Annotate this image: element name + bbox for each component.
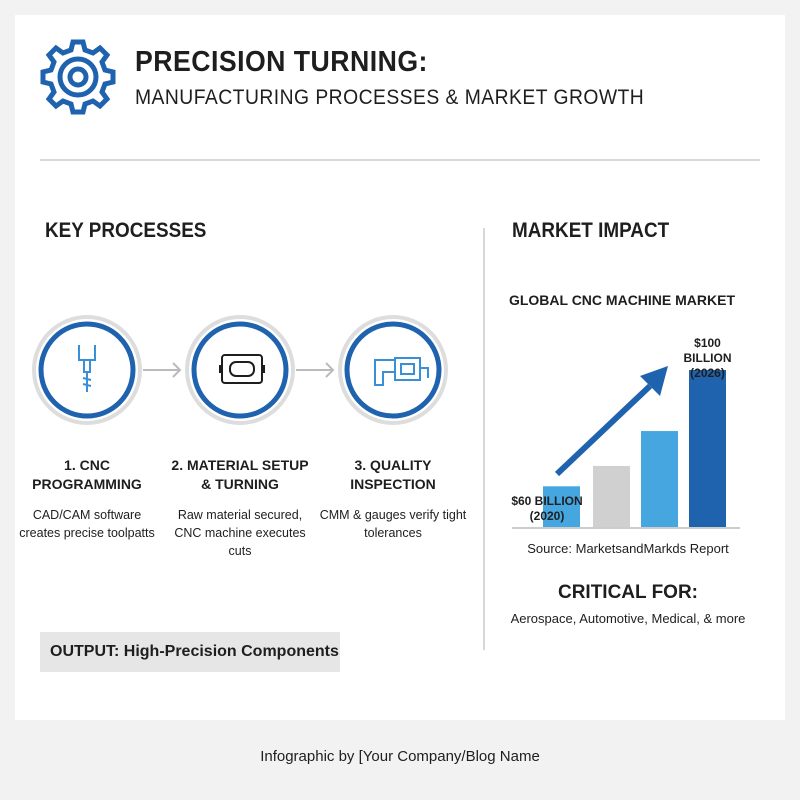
section-title: MARKET IMPACT xyxy=(512,219,670,242)
critical-text: Aerospace, Automotive, Medical, & more xyxy=(510,611,746,626)
source: Source: MarketsandMarkds Report xyxy=(527,541,729,556)
process-arrows xyxy=(143,362,335,378)
process-icons xyxy=(78,345,429,392)
critical-title: CRITICAL FOR: xyxy=(557,582,699,603)
step-description: Raw material secured, CNC machine execut… xyxy=(174,508,306,558)
step-label: 3. QUALITY INSPECTION xyxy=(350,457,436,492)
bar xyxy=(593,465,630,527)
subtitle: MANUFACTURING PROCESSES & MARKET GROWTH xyxy=(135,86,645,109)
growth-arrow xyxy=(554,366,668,477)
output-box: OUTPUT: High-Precision Components xyxy=(40,632,340,672)
step-description: CMM & gauges verify tight tolerances xyxy=(319,508,467,540)
title: PRECISION TURNING: xyxy=(135,46,428,78)
chart-title: GLOBAL CNC MACHINE MARKET xyxy=(508,292,736,308)
step-label: 1. CNC PROGRAMMING xyxy=(32,457,142,492)
step-label: 2. MATERIAL SETUP & TURNING xyxy=(171,457,309,492)
footer: Infographic by [Your Company/Blog Name xyxy=(260,748,540,765)
gear-icon xyxy=(40,39,116,115)
section-title: KEY PROCESSES xyxy=(45,219,207,242)
value-label: $60 BILLION (2020) xyxy=(511,494,583,524)
step-description: CAD/CAM software creates precise toolpat… xyxy=(19,508,155,540)
bar xyxy=(641,431,678,527)
bar xyxy=(543,486,580,527)
value-label: $100 BILLION (2026) xyxy=(683,336,732,380)
bar xyxy=(689,370,726,527)
process-circles xyxy=(32,315,448,425)
